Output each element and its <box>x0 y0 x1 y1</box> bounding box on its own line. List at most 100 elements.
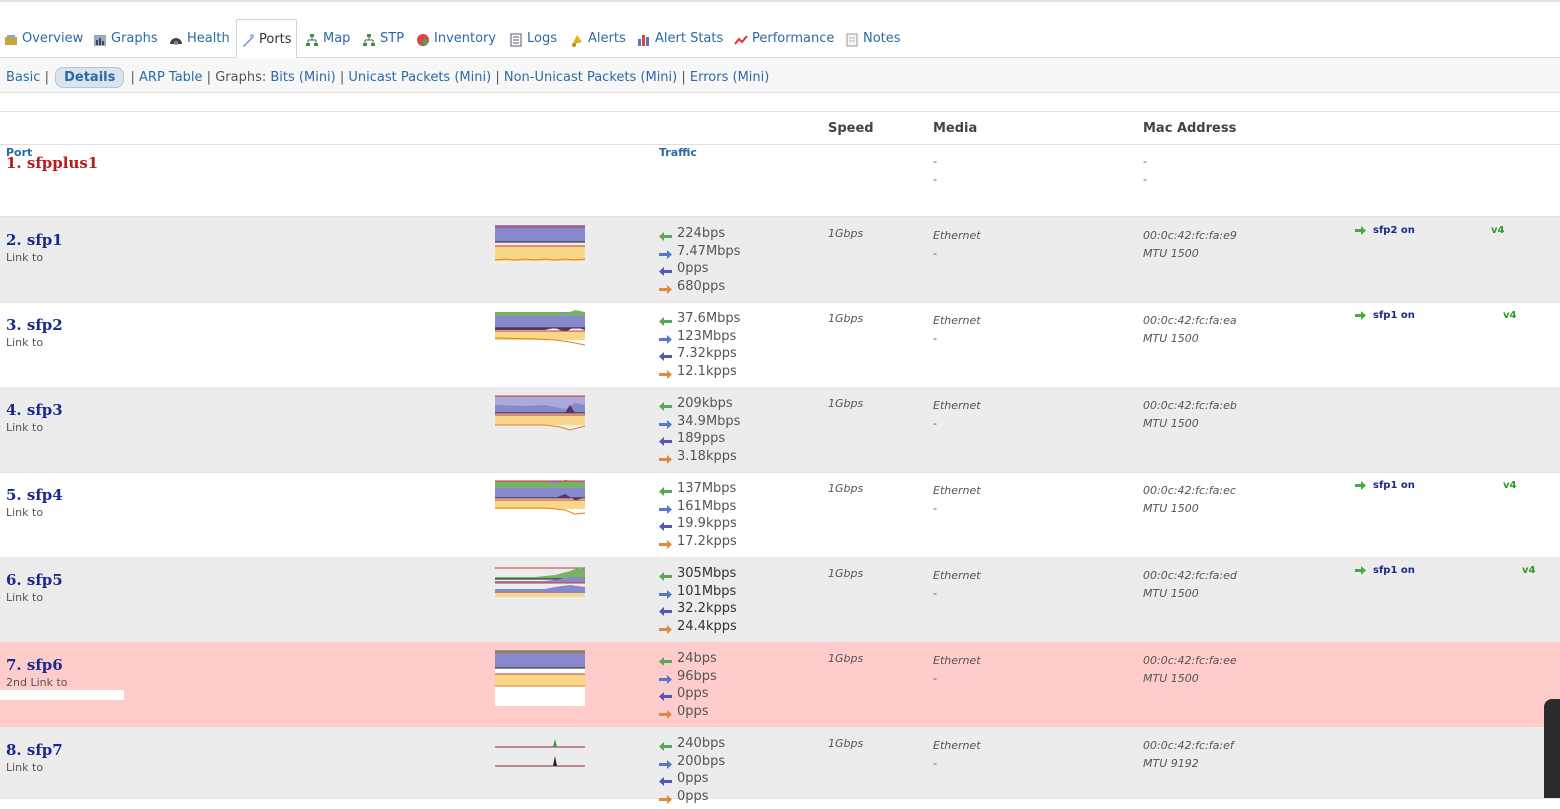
in-bits: 224bps <box>659 225 740 243</box>
out-packets: 0pps <box>659 703 717 721</box>
tab-label: Ports <box>259 31 292 47</box>
tab-performance[interactable]: Performance <box>734 20 834 57</box>
traffic-column-header[interactable]: Traffic <box>659 146 697 159</box>
table-row[interactable]: 2. sfp1 Link to 224bps 7.47Mbps 0pps 680… <box>0 217 1560 303</box>
separator: | <box>339 70 345 85</box>
ipv4-badge: v4 <box>1491 225 1505 236</box>
arp-table-link[interactable]: ARP Table <box>139 70 203 85</box>
table-row[interactable]: 1. sfpplus1 - - - - <box>0 144 1560 217</box>
tab-inventory[interactable]: Inventory <box>416 20 496 57</box>
tab-alerts[interactable]: Alerts <box>570 20 626 57</box>
in-bits: 240bps <box>659 735 725 753</box>
tab-notes[interactable]: Notes <box>845 20 901 57</box>
bits-mini-link[interactable]: (Mini) <box>298 70 336 85</box>
errors-mini-link[interactable]: (Mini) <box>732 70 770 85</box>
ipv4-badge: v4 <box>1503 310 1517 321</box>
basic-link[interactable]: Basic <box>6 70 41 85</box>
table-row[interactable]: 6. sfp5 Link to 305Mbps 101Mbps 32.2kpps… <box>0 557 1560 643</box>
in-packets: 19.9kpps <box>659 515 737 533</box>
media-cell: Ethernet - <box>933 314 981 345</box>
table-row[interactable]: 5. sfp4 Link to 137Mbps 161Mbps 19.9kpps… <box>0 472 1560 558</box>
port-name[interactable]: 3. sfp2 <box>6 316 63 334</box>
out-packets: 3.18kpps <box>659 448 740 466</box>
mac-cell: 00:0c:42:fc:fa:eb MTU 1500 <box>1143 399 1237 430</box>
port-name[interactable]: 8. sfp7 <box>6 741 63 759</box>
traffic-sparkline[interactable] <box>495 395 586 433</box>
tab-health[interactable]: Health <box>169 20 230 57</box>
link-label: Link to <box>6 421 44 434</box>
tab-alert-stats[interactable]: Alert Stats <box>637 20 723 57</box>
overview-icon <box>4 33 18 47</box>
tab-ports[interactable]: Ports <box>236 19 297 59</box>
out-bits: 7.47Mbps <box>659 243 740 261</box>
neighbor-arrow-icon <box>1355 566 1368 575</box>
mac-cell: 00:0c:42:fc:fa:ec MTU 1500 <box>1143 484 1236 515</box>
port-name[interactable]: 4. sfp3 <box>6 401 63 419</box>
redacted-text <box>0 690 124 700</box>
neighbor-link[interactable]: sfp2 on v4 <box>1355 225 1504 236</box>
device-tabs: Overview Graphs Health Ports Map STP Inv… <box>0 0 1560 59</box>
out-packets: 680pps <box>659 278 740 296</box>
overlay-scroll-handle[interactable] <box>1544 699 1560 798</box>
traffic-sparkline[interactable] <box>495 480 586 518</box>
link-label: Link to <box>6 336 44 349</box>
tab-label: Health <box>187 31 230 46</box>
separator: | <box>206 70 212 85</box>
tab-overview[interactable]: Overview <box>4 20 83 57</box>
out-packets: 12.1kpps <box>659 363 740 381</box>
ipv4-badge: v4 <box>1503 480 1517 491</box>
traffic-sparkline[interactable] <box>495 565 585 603</box>
in-packets-arrow-icon <box>659 689 672 702</box>
table-row[interactable]: 3. sfp2 Link to 37.6Mbps 123Mbps 7.32kpp… <box>0 302 1560 388</box>
port-name[interactable]: 7. sfp6 <box>6 656 63 674</box>
out-bits: 96bps <box>659 668 717 686</box>
bits-link[interactable]: Bits <box>270 70 295 85</box>
out-bits: 200bps <box>659 753 725 771</box>
port-name[interactable]: 6. sfp5 <box>6 571 63 589</box>
tab-label: Alerts <box>588 31 626 46</box>
port-name[interactable]: 2. sfp1 <box>6 231 63 249</box>
traffic-sparkline[interactable] <box>494 310 586 348</box>
port-name[interactable]: 5. sfp4 <box>6 486 63 504</box>
in-arrow-icon <box>659 654 672 667</box>
speed-value: 1Gbps <box>828 737 864 750</box>
unicast-mini-link[interactable]: (Mini) <box>454 70 492 85</box>
neighbor-link[interactable]: sfp1 on v4 <box>1355 565 1535 576</box>
port-name[interactable]: 1. sfpplus1 <box>6 154 99 172</box>
in-packets: 0pps <box>659 685 717 703</box>
out-arrow-icon <box>659 332 672 344</box>
tab-label: Overview <box>22 31 84 46</box>
traffic-sparkline[interactable] <box>495 650 585 706</box>
nonunicast-mini-link[interactable]: (Mini) <box>640 70 678 85</box>
link-label: Link to <box>6 591 44 604</box>
in-packets: 0pps <box>659 770 725 788</box>
tab-map[interactable]: Map <box>305 20 350 57</box>
neighbor-link[interactable]: sfp1 on v4 <box>1355 310 1516 321</box>
table-row[interactable]: 7. sfp6 2nd Link to 24bps 96bps 0pps 0pp… <box>0 642 1560 728</box>
tab-label: Inventory <box>434 31 497 46</box>
tab-logs[interactable]: Logs <box>509 20 557 57</box>
in-arrow-icon <box>659 229 672 242</box>
mac-cell: - - <box>1143 153 1147 189</box>
neighbor-link[interactable]: sfp1 on v4 <box>1355 480 1516 491</box>
table-row[interactable]: 8. sfp7 Link to 240bps 200bps 0pps 0pps … <box>0 727 1560 804</box>
port-column-header[interactable]: Port <box>6 146 33 159</box>
tab-label: Map <box>323 31 351 46</box>
tab-graphs[interactable]: Graphs <box>93 20 158 57</box>
table-row[interactable]: 4. sfp3 Link to 209kbps 34.9Mbps 189pps … <box>0 387 1560 473</box>
traffic-sparkline[interactable] <box>494 225 586 263</box>
tab-label: STP <box>380 31 405 46</box>
details-link[interactable]: Details <box>55 67 125 88</box>
mac-cell: 00:0c:42:fc:fa:e9 MTU 1500 <box>1143 229 1237 260</box>
errors-link[interactable]: Errors <box>689 70 729 85</box>
out-arrow-icon <box>659 417 672 429</box>
traffic-sparkline[interactable] <box>495 735 585 773</box>
ports-icon <box>241 33 255 47</box>
unicast-link[interactable]: Unicast Packets <box>348 70 451 85</box>
neighbor-arrow-icon <box>1355 481 1368 490</box>
tab-stp[interactable]: STP <box>362 20 404 57</box>
graphs-label: Graphs: <box>215 70 267 85</box>
speed-value: 1Gbps <box>828 567 864 580</box>
in-bits: 24bps <box>659 650 717 668</box>
nonunicast-link[interactable]: Non-Unicast Packets <box>503 70 637 85</box>
